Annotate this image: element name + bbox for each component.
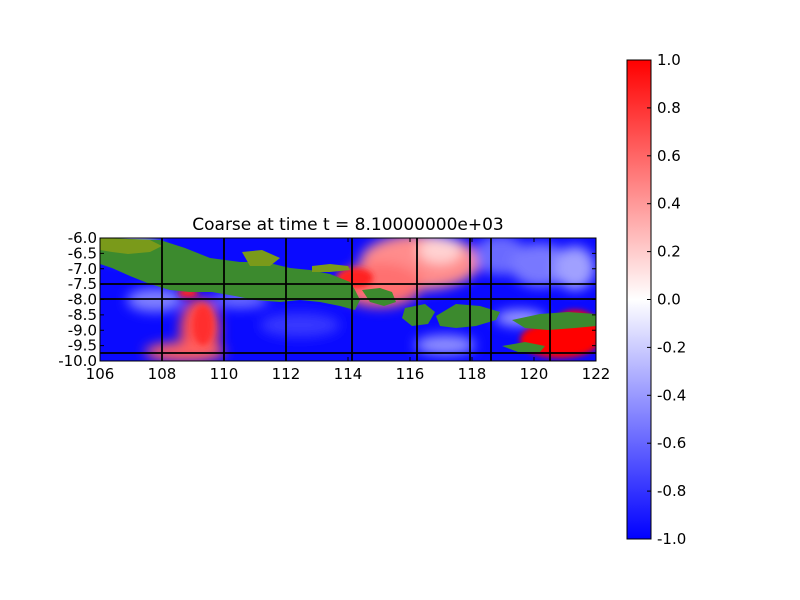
y-tick-label: -8.0 <box>68 291 97 309</box>
y-tick-label: -6.5 <box>68 244 97 262</box>
colorbar-tick-label: -0.2 <box>657 338 686 356</box>
y-tick-label: -7.0 <box>68 260 97 278</box>
x-tick-label: 120 <box>520 365 549 383</box>
land-mass <box>100 238 596 352</box>
colorbar-tick-label: -0.8 <box>657 482 686 500</box>
x-tick-label: 106 <box>86 365 115 383</box>
y-axis: -6.0-6.5-7.0-7.5-8.0-8.5-9.0-9.5-10.0 <box>58 229 596 370</box>
y-tick-label: -7.5 <box>68 275 97 293</box>
x-tick-label: 116 <box>396 365 425 383</box>
java-highland <box>100 238 162 254</box>
sumbawa-island <box>436 304 500 328</box>
x-tick-label: 122 <box>582 365 611 383</box>
colorbar-tick-label: -0.4 <box>657 386 686 404</box>
flores-island <box>512 312 596 330</box>
y-tick-label: -10.0 <box>58 352 97 370</box>
x-tick-label: 112 <box>272 365 301 383</box>
lombok-island <box>402 304 435 326</box>
colorbar-tick-label: 1.0 <box>657 51 681 69</box>
colorbar-tick-label: 0.0 <box>657 291 681 309</box>
colorbar: 1.0 0.8 0.6 0.4 0.2 0.0 -0.2 -0.4 -0.6 -0.8 -1.0 <box>626 51 686 548</box>
madura-island <box>312 264 350 272</box>
colorbar-tick-label: 0.2 <box>657 243 681 261</box>
colorbar-tick-label: 0.8 <box>657 99 681 117</box>
y-tick-label: -8.5 <box>68 306 97 324</box>
bali-island <box>362 288 396 306</box>
colorbar-tick-label: 0.4 <box>657 195 681 213</box>
colorbar-tick-label: 0.6 <box>657 147 681 165</box>
x-tick-label: 110 <box>210 365 239 383</box>
x-axis: 106 108 110 112 114 116 118 120 122 <box>86 238 611 383</box>
grid-lines <box>100 238 596 361</box>
x-tick-label: 108 <box>148 365 177 383</box>
y-tick-label: -6.0 <box>68 229 97 247</box>
field-blobs <box>100 238 595 361</box>
java-island <box>100 238 360 310</box>
sumba-island <box>502 342 545 352</box>
x-tick-label: 118 <box>458 365 487 383</box>
y-tick-label: -9.0 <box>68 321 97 339</box>
central-highland <box>242 250 280 266</box>
colorbar-tick-label: -0.6 <box>657 434 686 452</box>
chart-title: Coarse at time t = 8.10000000e+03 <box>192 215 504 235</box>
colorbar-tick-label: -1.0 <box>657 530 686 548</box>
heatmap-plot <box>100 238 596 361</box>
x-tick-label: 114 <box>334 365 363 383</box>
colorbar-ticks: 1.0 0.8 0.6 0.4 0.2 0.0 -0.2 -0.4 -0.6 -0.8 -1.0 <box>647 51 686 548</box>
y-tick-label: -9.5 <box>68 337 97 355</box>
